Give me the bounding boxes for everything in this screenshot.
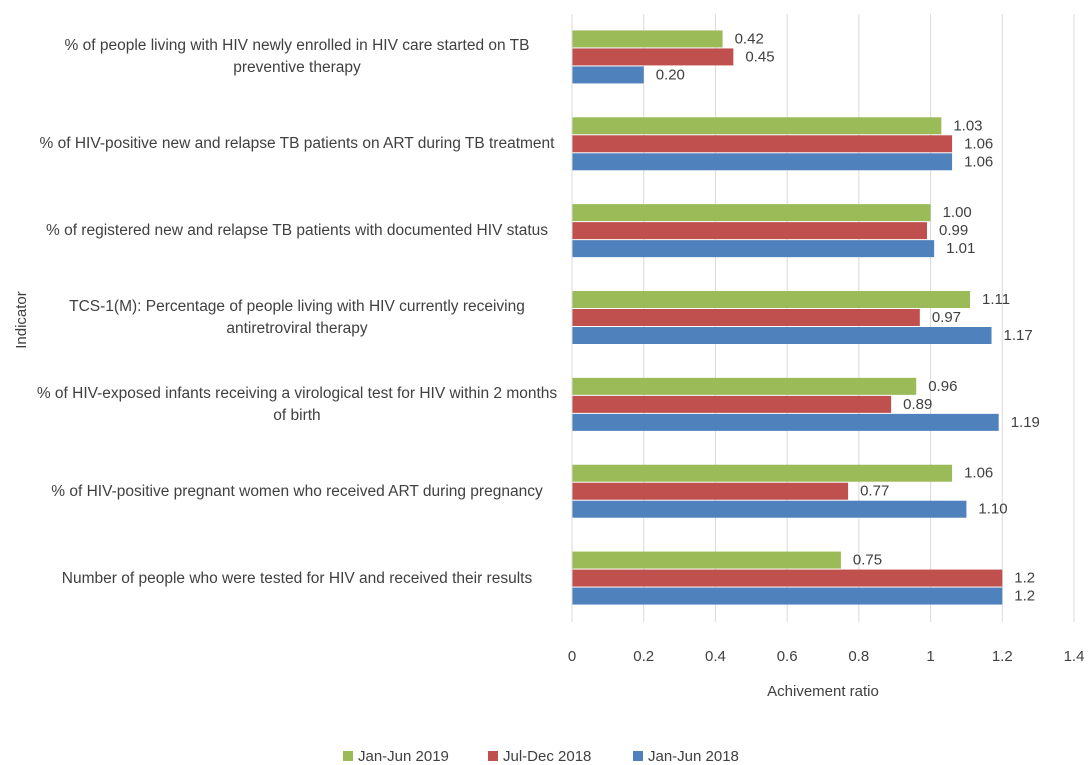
data-label: 1.2	[1014, 570, 1035, 587]
bar	[572, 482, 849, 500]
bar	[572, 587, 1003, 605]
x-tick-label: 1	[926, 648, 934, 665]
data-label: 1.2	[1014, 588, 1035, 605]
bar	[572, 309, 920, 326]
y-tick-label: % of HIV-positive pregnant women who rec…	[51, 482, 543, 500]
data-label: 0.89	[903, 396, 932, 413]
data-label: 1.01	[946, 240, 975, 257]
legend-label: Jan-Jun 2018	[648, 748, 739, 765]
bar	[572, 464, 953, 482]
y-tick-label: % of HIV-exposed infants receiving a vir…	[36, 384, 558, 424]
bar	[572, 291, 971, 308]
x-tick-label: 1.4	[1064, 648, 1085, 665]
y-axis-title: Indicator	[13, 291, 30, 349]
bar	[572, 204, 931, 222]
data-label: 1.11	[982, 291, 1010, 308]
data-label: 0.45	[745, 48, 774, 65]
bar	[572, 30, 723, 48]
data-label: 1.17	[1004, 327, 1033, 344]
data-label: 1.06	[964, 153, 993, 170]
legend-swatch	[488, 751, 498, 761]
legend-label: Jul-Dec 2018	[503, 748, 591, 765]
data-label: 0.20	[656, 66, 685, 83]
data-label: 0.75	[853, 552, 882, 569]
y-tick-label: % of people living with HIV newly enroll…	[64, 37, 530, 77]
legend-swatch	[343, 751, 353, 761]
data-label: 0.42	[735, 30, 764, 47]
data-label: 1.06	[964, 135, 993, 152]
data-label: 1.10	[978, 501, 1007, 518]
bar	[572, 327, 992, 344]
x-tick-label: 1.2	[992, 648, 1013, 665]
x-tick-label: 0.2	[633, 648, 654, 665]
bar	[572, 377, 917, 395]
data-label: 0.97	[932, 309, 961, 326]
data-label: 1.00	[943, 204, 972, 221]
y-tick-label: % of HIV-positive new and relapse TB pat…	[39, 135, 555, 153]
data-label: 1.06	[964, 465, 993, 482]
bar	[572, 395, 892, 413]
data-label: 0.77	[860, 483, 889, 500]
bar	[572, 66, 644, 84]
bar	[572, 240, 935, 258]
bar	[572, 500, 967, 518]
bar	[572, 135, 953, 153]
x-tick-label: 0	[568, 648, 576, 665]
x-axis-title: Achivement ratio	[767, 683, 879, 700]
bar	[572, 48, 734, 66]
legend-label: Jan-Jun 2019	[358, 748, 449, 765]
data-label: 0.96	[928, 378, 957, 395]
data-label: 0.99	[939, 222, 968, 239]
bar	[572, 117, 942, 135]
bar	[572, 413, 999, 431]
legend-swatch	[633, 751, 643, 761]
x-tick-label: 0.8	[848, 648, 869, 665]
bar	[572, 551, 841, 569]
y-tick-label: TCS-1(M): Percentage of people living wi…	[69, 298, 525, 337]
y-tick-label: % of registered new and relapse TB patie…	[45, 222, 549, 240]
bar	[572, 153, 953, 171]
x-tick-label: 0.6	[777, 648, 798, 665]
data-label: 1.19	[1011, 414, 1040, 431]
bar	[572, 222, 927, 240]
bar	[572, 569, 1003, 587]
x-tick-label: 0.4	[705, 648, 726, 665]
y-tick-label: Number of people who were tested for HIV…	[61, 569, 533, 587]
data-label: 1.03	[953, 117, 982, 134]
